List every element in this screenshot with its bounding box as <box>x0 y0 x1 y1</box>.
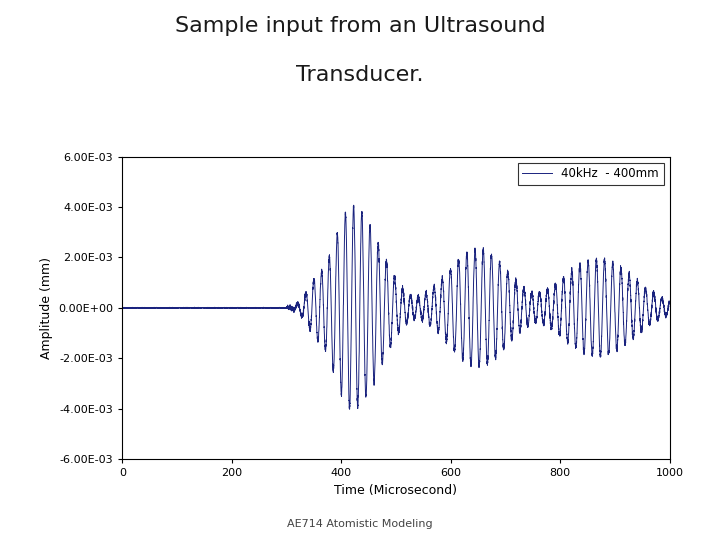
Line: 40kHz  - 400mm: 40kHz - 400mm <box>122 205 670 409</box>
40kHz  - 400mm <box>665 299 674 305</box>
40kHz  - 400mm <box>553 303 562 309</box>
Text: Sample input from an Ultrasound: Sample input from an Ultrasound <box>175 16 545 36</box>
Y-axis label: Amplitude (mm): Amplitude (mm) <box>40 257 53 359</box>
40kHz  - 400mm <box>145 305 154 311</box>
Legend: 40kHz  - 400mm: 40kHz - 400mm <box>518 163 664 185</box>
Text: Transducer.: Transducer. <box>296 65 424 85</box>
40kHz  - 400mm <box>346 406 354 413</box>
40kHz  - 400mm <box>349 202 358 208</box>
40kHz  - 400mm <box>466 351 474 357</box>
40kHz  - 400mm <box>118 304 127 310</box>
40kHz  - 400mm <box>524 323 533 329</box>
40kHz  - 400mm <box>316 281 325 287</box>
40kHz  - 400mm <box>442 339 451 345</box>
Text: AE714 Atomistic Modeling: AE714 Atomistic Modeling <box>287 519 433 529</box>
X-axis label: Time (Microsecond): Time (Microsecond) <box>335 484 457 497</box>
